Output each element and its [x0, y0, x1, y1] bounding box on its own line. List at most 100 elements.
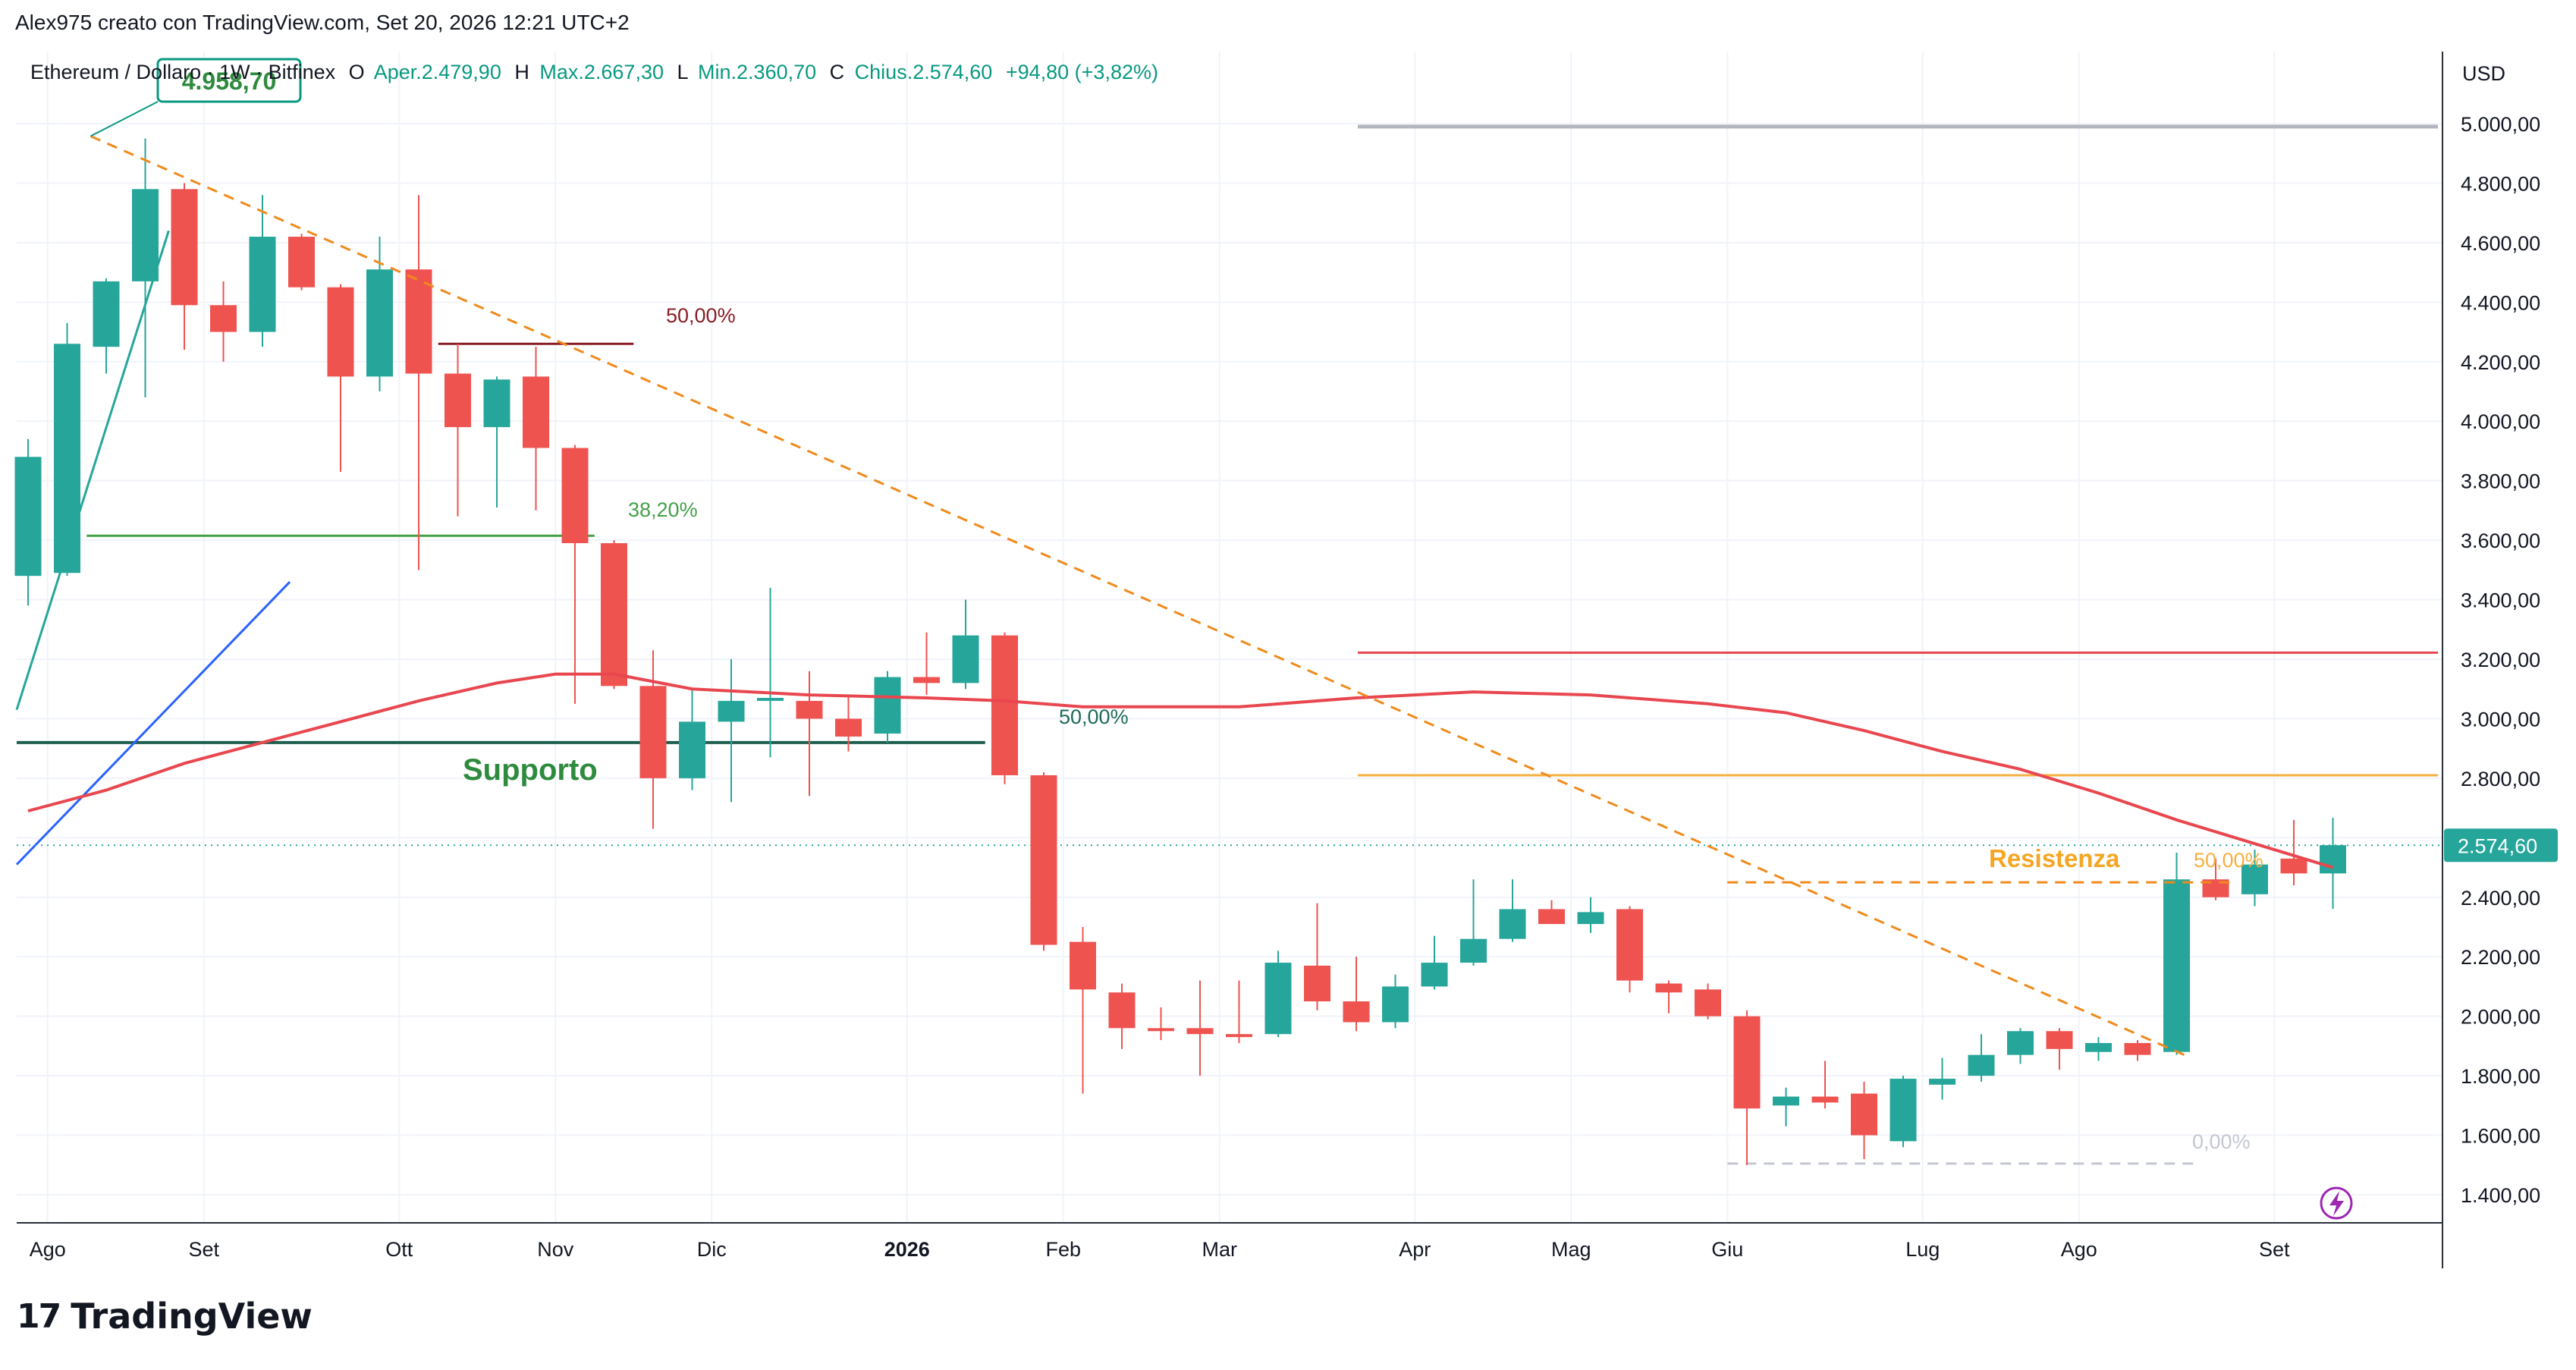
x-tick-label: Feb: [1045, 1238, 1081, 1261]
candle: [601, 540, 627, 690]
x-tick-label: Giu: [1711, 1238, 1743, 1261]
candle: [1811, 1060, 1839, 1109]
candle: [1577, 897, 1604, 933]
candle-body: [1811, 1096, 1839, 1103]
trend-line-blue: [15, 580, 291, 866]
y-tick-label: 5.000,00: [2461, 113, 2540, 136]
candle-body: [1186, 1028, 1214, 1035]
peak-callout-text: 4.958,70: [182, 68, 277, 95]
y-tick-label: 1.600,00: [2461, 1125, 2540, 1148]
y-tick-label: 4.000,00: [2461, 410, 2540, 433]
legend-o-label: O: [349, 61, 365, 83]
candle-body: [366, 269, 393, 377]
candle: [757, 587, 784, 758]
candle-body: [1030, 775, 1057, 945]
x-tick-label: Ago: [2061, 1238, 2097, 1261]
candle: [1616, 906, 1643, 993]
y-tick-label: 3.200,00: [2461, 649, 2540, 671]
y-tick-label: 2.800,00: [2461, 768, 2540, 790]
resistance-label: Resistenza: [1989, 844, 2120, 872]
candle-body: [2007, 1031, 2034, 1055]
legend-l-value: Min.2.360,70: [698, 61, 816, 83]
tradingview-wordmark: TradingView: [71, 1296, 313, 1337]
candle-body: [1733, 1016, 1761, 1109]
candle-body: [757, 697, 784, 701]
header-credit: Alex975 creato con TradingView.com, Set …: [15, 11, 630, 34]
x-tick-label: Mag: [1551, 1238, 1591, 1261]
candle: [1695, 983, 1721, 1020]
candle: [679, 689, 705, 790]
candle: [1499, 879, 1526, 942]
y-tick-label: 3.400,00: [2461, 589, 2540, 612]
candle-body: [1499, 909, 1526, 939]
candle: [2202, 858, 2229, 900]
x-tick-label: Set: [188, 1238, 219, 1261]
legend: Ethereum / Dollaro · 1W · Bitfinex O Ape…: [30, 61, 1158, 83]
fib-50-support-label: 50,00%: [1059, 705, 1129, 728]
legend-symbol: Ethereum / Dollaro · 1W · Bitfinex: [30, 61, 336, 83]
x-tick-label: Ott: [385, 1238, 413, 1261]
candle: [1460, 879, 1487, 966]
candle: [1421, 935, 1448, 990]
candle-body: [445, 373, 471, 428]
x-tick-label: Lug: [1905, 1238, 1940, 1261]
candle-body: [523, 376, 549, 448]
candle: [952, 599, 979, 690]
candle-body: [327, 287, 354, 377]
candle-body: [1460, 938, 1487, 963]
candle-body: [288, 237, 315, 288]
candle: [171, 183, 198, 350]
candle: [1264, 951, 1292, 1038]
candle: [483, 376, 510, 507]
x-tick-label: Set: [2259, 1238, 2290, 1261]
fib-50-resistance-label: 50,00%: [2194, 849, 2263, 872]
fib-0-label: 0,00%: [2192, 1130, 2251, 1153]
x-tick-label: 2026: [884, 1238, 930, 1261]
candle-body: [2202, 879, 2229, 897]
candle-body: [991, 635, 1018, 775]
y-tick-label: 2.200,00: [2461, 946, 2540, 969]
candle: [2124, 1040, 2151, 1061]
peak-callout: 4.958,70: [90, 58, 302, 137]
candle: [1148, 1007, 1174, 1041]
legend-l-label: L: [677, 61, 689, 83]
last-price-tag: 2.574,60: [2444, 828, 2558, 863]
candle: [1851, 1081, 1877, 1159]
candle-body: [639, 686, 667, 778]
overlay-layer: 50,00% 38,20% 50,00% Supporto Resistenza 50,0…: [27, 58, 2334, 1153]
candle: [366, 237, 393, 391]
candle-body: [718, 700, 745, 722]
candle-body: [2280, 858, 2307, 874]
lightning-icon[interactable]: [2320, 1186, 2353, 1220]
candle: [2280, 819, 2307, 886]
candle-body: [132, 189, 159, 281]
peak-callout-pointer: [90, 101, 159, 137]
candle-body: [14, 457, 42, 577]
last-price-tag-label: 2.574,60: [2458, 834, 2537, 857]
legend-c-label: C: [830, 61, 845, 83]
legend-o-value: Aper.2.479,90: [374, 61, 501, 83]
candle: [1382, 974, 1409, 1029]
support-label: Supporto: [463, 753, 598, 787]
candle-body: [796, 700, 823, 719]
candle: [1538, 900, 1565, 925]
candle: [874, 671, 901, 743]
y-tick-label: 2.000,00: [2461, 1006, 2540, 1029]
candle-body: [1538, 909, 1565, 925]
candle-body: [1148, 1028, 1174, 1032]
candle: [1108, 983, 1136, 1049]
candle-body: [1929, 1079, 1956, 1085]
x-axis: Ago Set Ott Nov Dic 2026 Feb Mar Apr Mag Giu Lug Ago…: [30, 1238, 2290, 1261]
candle: [2320, 818, 2346, 910]
candle: [327, 284, 354, 472]
tradingview-logo: 17 TradingView: [17, 1296, 313, 1337]
y-tick-label: 4.800,00: [2461, 172, 2540, 195]
candle-body: [2241, 864, 2268, 894]
candle: [523, 347, 549, 511]
candle-body: [2046, 1031, 2073, 1049]
candle: [1968, 1034, 1995, 1082]
candle-body: [2085, 1042, 2112, 1052]
candle-body: [1421, 963, 1448, 987]
y-tick-label: 3.600,00: [2461, 529, 2540, 552]
